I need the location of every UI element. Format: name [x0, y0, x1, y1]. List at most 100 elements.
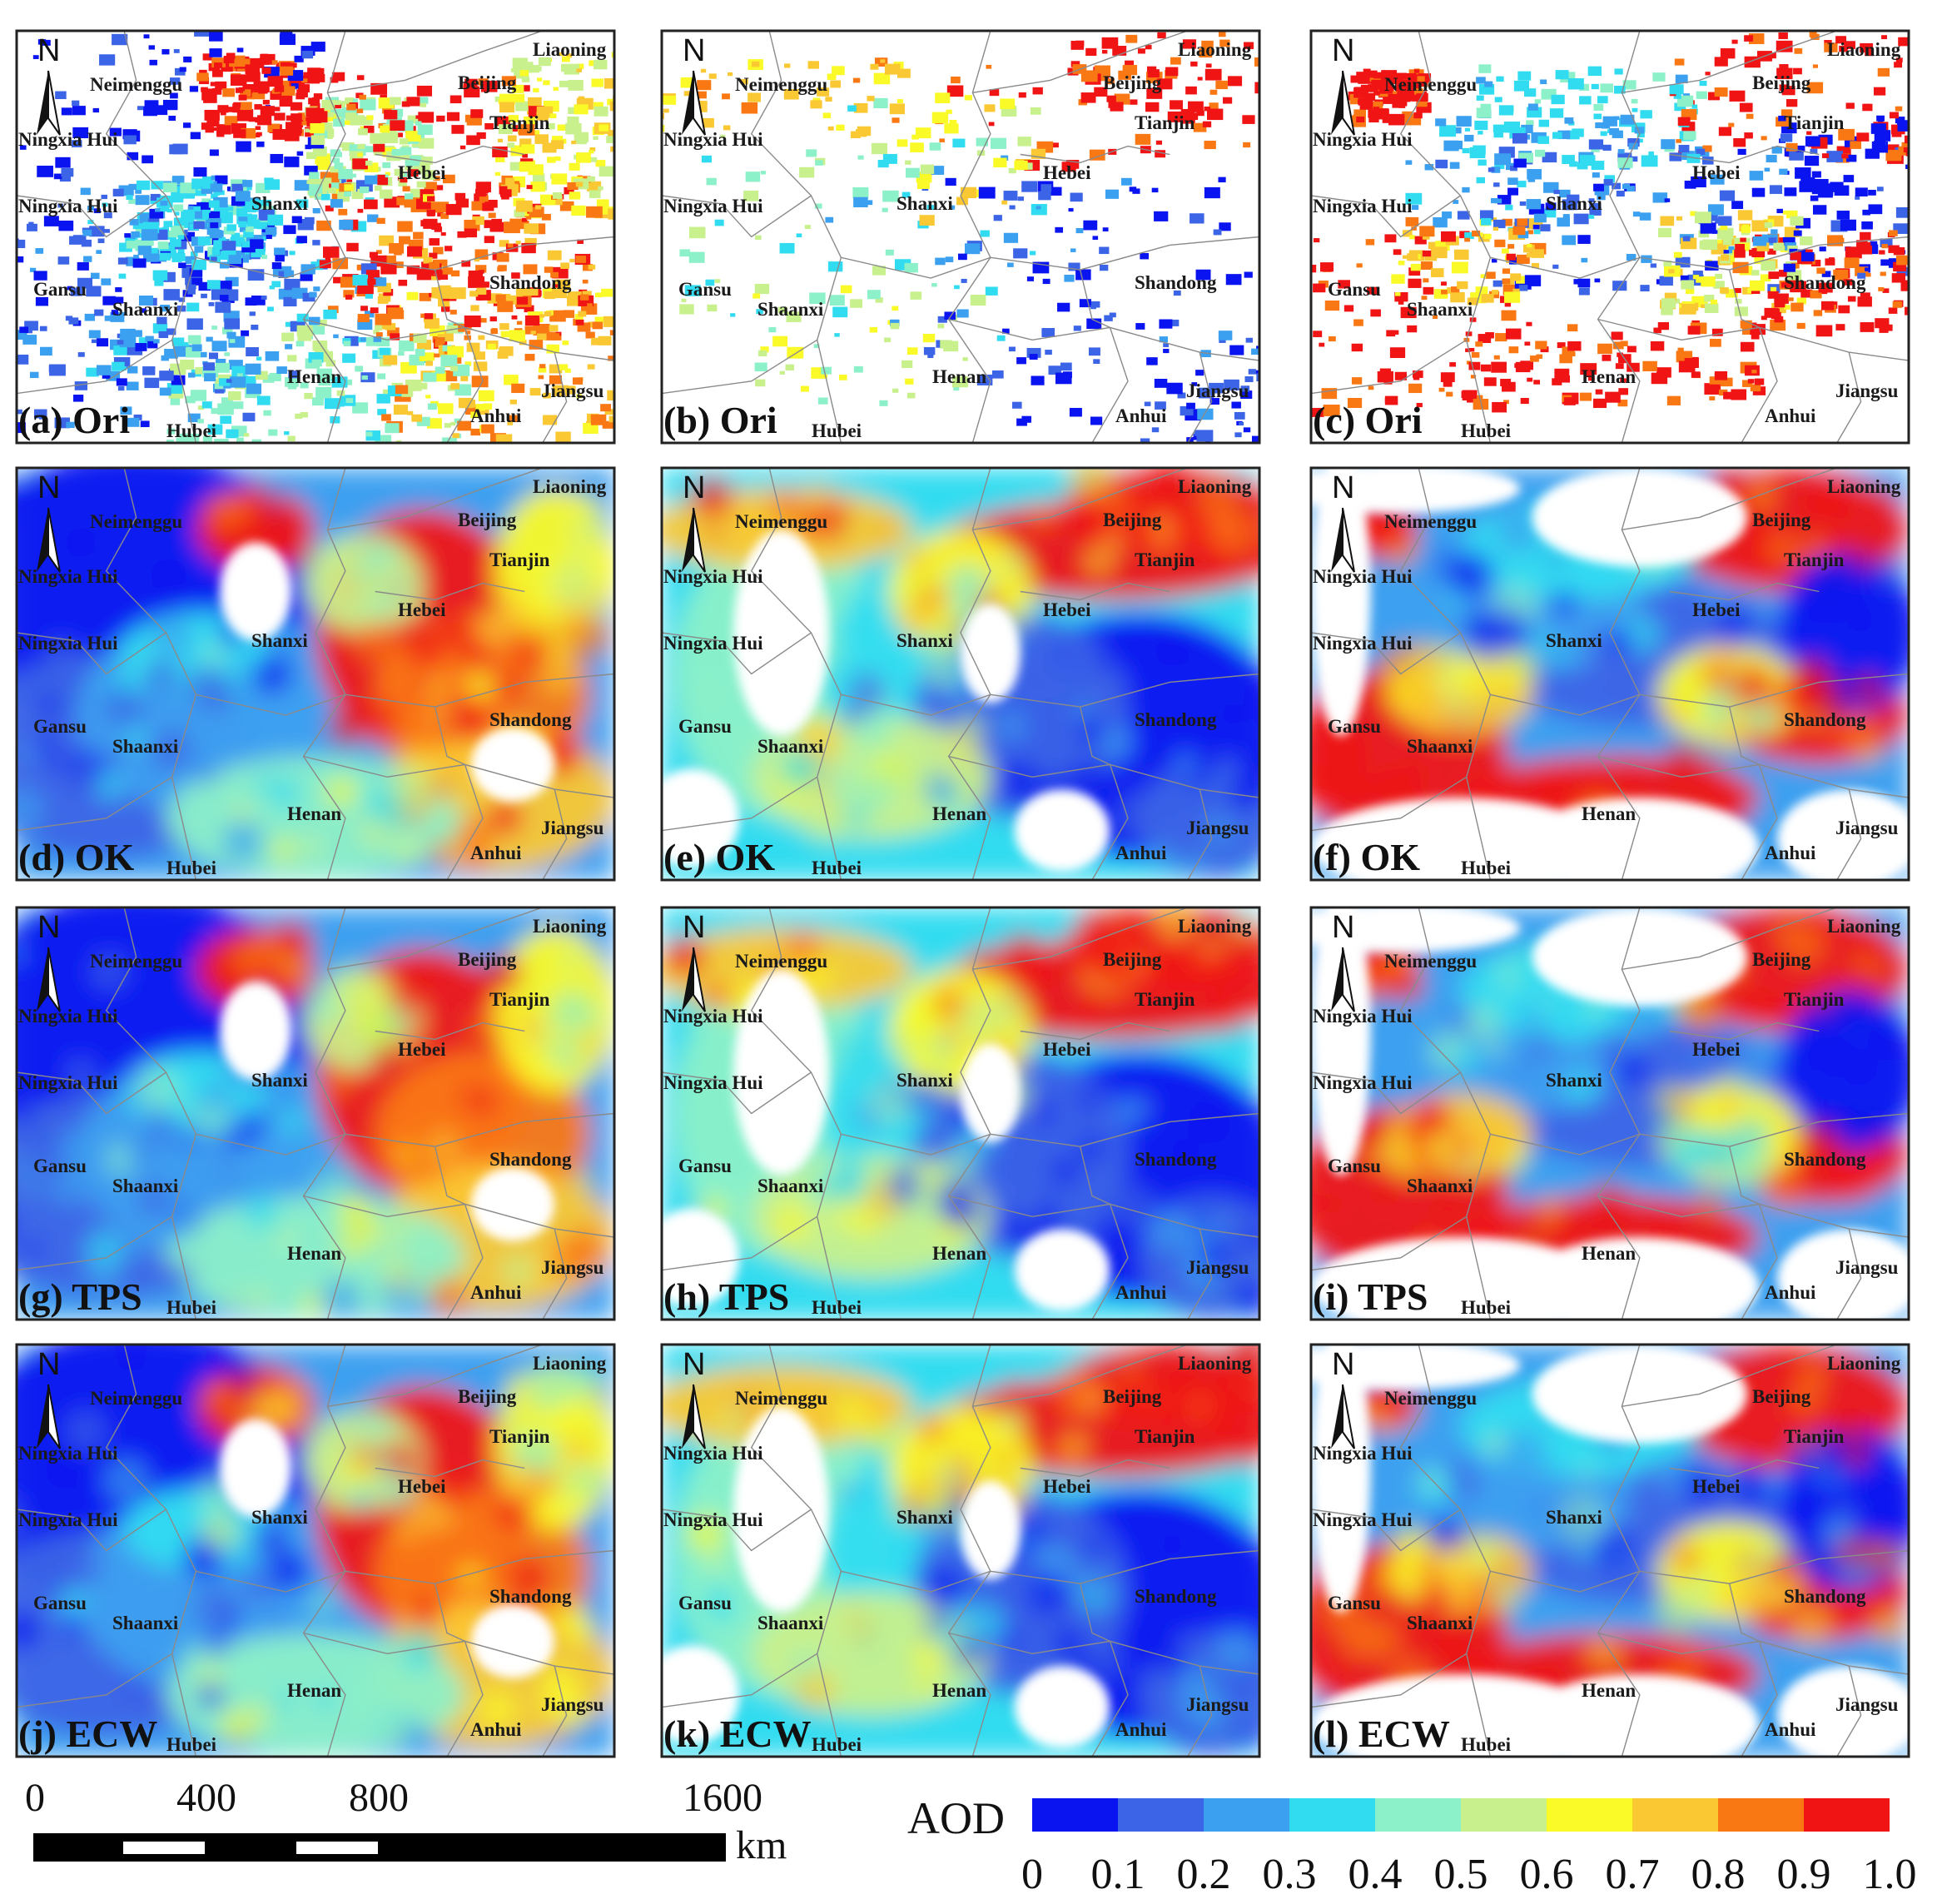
province-label: Henan: [1582, 366, 1636, 387]
map-panel: N Liaoning Neimenggu Beijing Tianjin Ningxia …: [1309, 29, 1910, 445]
aod-raster: N Liaoning Neimenggu Beijing Tianjin Ningxia …: [1311, 31, 1909, 443]
province-label: Anhui: [1115, 1719, 1167, 1740]
province-label: Shanxi: [251, 193, 308, 214]
province-label: Jiangsu: [1186, 380, 1249, 401]
province-label: Gansu: [1328, 279, 1381, 300]
province-label: Henan: [932, 803, 986, 824]
province-boundaries: [662, 31, 1259, 443]
province-labels: Liaoning Neimenggu Beijing Tianjin Ningxia H…: [663, 39, 1252, 441]
province-label: Beijing: [1752, 72, 1811, 93]
province-label: Hubei: [1461, 1297, 1512, 1318]
colorbar-swatch: [1804, 1798, 1890, 1832]
colorbar-title: AOD: [907, 1793, 1005, 1843]
province-label: Liaoning: [533, 916, 607, 937]
province-label: Liaoning: [533, 1353, 607, 1374]
province-labels: Liaoning Neimenggu Beijing Tianjin Ningxia H…: [1313, 476, 1901, 878]
colorbar-ticks: 0 0.1 0.2 0.3 0.4 0.5 0.6 0.7 0.8 0.9 1.0: [1021, 1851, 1917, 1898]
province-label: Shandong: [1784, 1149, 1866, 1170]
province-label: Neimenggu: [735, 511, 827, 532]
province-label: Beijing: [1103, 1386, 1162, 1407]
province-label: Shaanxi: [757, 736, 824, 757]
province-label: Ningxia Hui: [1313, 1006, 1413, 1027]
province-label: Gansu: [1328, 1593, 1381, 1613]
colorbar-swatch: [1632, 1798, 1718, 1832]
panel-frame: [15, 1343, 616, 1758]
province-label: Hebei: [398, 599, 446, 620]
aod-raster: N Liaoning Neimenggu Beijing Tianjin Ningxia …: [17, 907, 614, 1320]
province-label: Shandong: [1784, 272, 1866, 293]
province-label: Tianjin: [1784, 1426, 1845, 1447]
panel-label: (j) ECW: [18, 1713, 157, 1755]
province-label: Anhui: [1765, 1282, 1816, 1303]
province-label: Ningxia Hui: [18, 196, 118, 216]
province-label: Shanxi: [251, 1070, 308, 1091]
no-data-regions: [1311, 907, 1909, 1320]
colorbar-tick-label: 0.8: [1691, 1851, 1746, 1898]
province-label: Shanxi: [1546, 1070, 1602, 1091]
province-label: Jiangsu: [1186, 1694, 1249, 1715]
province-label: Shanxi: [896, 630, 953, 651]
province-boundaries: [662, 907, 1259, 1320]
province-label: Henan: [932, 1243, 986, 1264]
province-label: Hebei: [1692, 162, 1741, 183]
province-label: Shaanxi: [757, 299, 824, 320]
province-labels: Liaoning Neimenggu Beijing Tianjin Ningxia H…: [18, 916, 607, 1318]
no-data-regions: [662, 529, 1110, 872]
scale-tick-800: 800: [349, 1776, 409, 1820]
province-labels: Liaoning Neimenggu Beijing Tianjin Ningxia H…: [18, 476, 607, 878]
province-label: Beijing: [1752, 1386, 1811, 1407]
province-label: Anhui: [1115, 405, 1167, 426]
province-label: Gansu: [33, 1156, 87, 1176]
province-label: Jiangsu: [1835, 818, 1899, 838]
map-panel: N Liaoning Neimenggu Beijing Tianjin Ningxia …: [1309, 1343, 1910, 1758]
panel-label: (g) TPS: [18, 1275, 142, 1318]
province-label: Beijing: [1103, 949, 1162, 970]
north-arrow-icon: N: [1331, 470, 1355, 573]
province-labels: Liaoning Neimenggu Beijing Tianjin Ningxia H…: [1313, 916, 1901, 1318]
province-label: Shaanxi: [112, 1613, 179, 1633]
colorbar-tick-label: 0.2: [1177, 1851, 1231, 1898]
province-label: Ningxia Hui: [1313, 1072, 1413, 1093]
province-label: Beijing: [458, 949, 517, 970]
original-pixels: [662, 32, 1259, 443]
province-label: Liaoning: [1827, 39, 1901, 60]
province-label: Shanxi: [896, 1070, 953, 1091]
panel-frame: [1309, 466, 1910, 882]
panel-label: (i) TPS: [1313, 1275, 1428, 1318]
province-label: Neimenggu: [90, 511, 182, 532]
province-label: Tianjin: [1135, 112, 1195, 133]
province-label: Hebei: [1692, 1476, 1741, 1497]
province-label: Shandong: [489, 1149, 572, 1170]
scale-tick-0: 0: [25, 1776, 45, 1820]
province-label: Shaanxi: [1407, 1613, 1473, 1633]
province-label: Shandong: [1135, 272, 1217, 293]
province-boundaries: [662, 1345, 1259, 1757]
colorbar-tick-label: 0.4: [1348, 1851, 1403, 1898]
north-arrow-icon: N: [37, 910, 61, 1012]
province-label: Liaoning: [1178, 916, 1252, 937]
province-label: Henan: [1582, 1243, 1636, 1264]
panel-frame: [15, 906, 616, 1321]
province-label: Henan: [1582, 803, 1636, 824]
province-label: Hebei: [398, 1476, 446, 1497]
colorbar-tick-label: 1.0: [1863, 1851, 1917, 1898]
north-label: N: [683, 470, 705, 505]
north-label: N: [1332, 33, 1354, 68]
colorbar-swatches: [1032, 1798, 1890, 1832]
province-label: Gansu: [1328, 1156, 1381, 1176]
panel-frame: [1309, 1343, 1910, 1758]
province-label: Shandong: [1135, 1586, 1217, 1607]
colorbar-tick-label: 0.7: [1606, 1851, 1660, 1898]
province-labels: Liaoning Neimenggu Beijing Tianjin Ningxia H…: [663, 476, 1252, 878]
province-label: Hebei: [1043, 1039, 1091, 1060]
panel-label: (d) OK: [18, 836, 135, 878]
province-boundaries: [1311, 1345, 1909, 1757]
province-label: Neimenggu: [1384, 1388, 1477, 1409]
north-label: N: [1332, 1347, 1354, 1382]
province-label: Tianjin: [1784, 112, 1845, 133]
colorbar-tick-label: 0: [1021, 1851, 1043, 1898]
province-label: Jiangsu: [1835, 1257, 1899, 1278]
province-label: Beijing: [1752, 949, 1811, 970]
province-label: Henan: [932, 366, 986, 387]
province-label: Anhui: [1765, 405, 1816, 426]
